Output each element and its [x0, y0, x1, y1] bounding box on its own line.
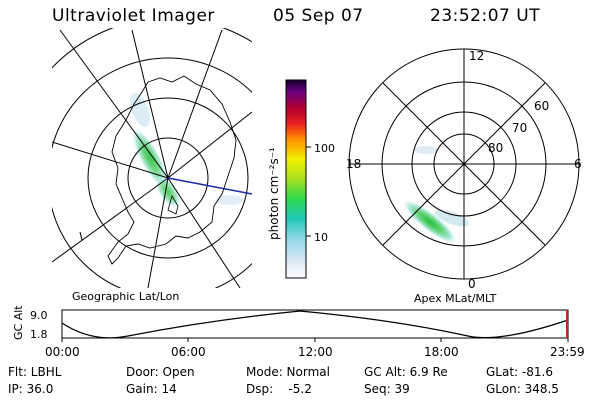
timeline-ytick-bottom: 1.8 [30, 328, 48, 341]
mlt-polar-grid [348, 48, 580, 280]
altitude-timeline [61, 309, 569, 342]
info-gc-alt: GC Alt: 6.9 Re [364, 365, 448, 379]
info-mode: Mode: Normal [246, 365, 330, 379]
info-gain: Gain: 14 [126, 382, 177, 396]
mlat-label-80: 80 [488, 141, 503, 155]
orbit-icon [61, 310, 569, 339]
timeline-xtick-1800: 18:00 [424, 345, 459, 359]
mlt-caption: Apex MLat/MLT [414, 292, 497, 305]
geographic-map [52, 28, 252, 288]
mlt-label-12: 12 [469, 49, 484, 63]
mlat-label-60: 60 [534, 99, 549, 113]
colorbar-tick-100: 100 [314, 142, 335, 155]
timeline-xtick-0000: 00:00 [45, 345, 80, 359]
geo-caption: Geographic Lat/Lon [72, 290, 179, 303]
timeline-ytick-top: 9.0 [30, 309, 48, 322]
time-label: 23:52:07 UT [430, 6, 541, 26]
info-ip: IP: 36.0 [8, 382, 54, 396]
timeline-xtick-1200: 12:00 [298, 345, 333, 359]
info-door: Door: Open [126, 365, 195, 379]
instrument-title: Ultraviolet Imager [52, 6, 215, 26]
colorbar-icon [285, 79, 307, 279]
timeline-ylabel: GC Alt [12, 305, 25, 340]
date-label: 05 Sep 07 [273, 6, 364, 26]
mlt-label-0: 0 [468, 277, 476, 291]
info-filter: Flt: LBHL [8, 365, 62, 379]
colorbar-ticks [306, 146, 311, 237]
info-glon: GLon: 348.5 [486, 382, 559, 396]
timeline-xtick-0600: 06:00 [171, 345, 206, 359]
timeline-xtick-2359: 23:59 [550, 345, 585, 359]
info-seq: Seq: 39 [364, 382, 410, 396]
info-glat: GLat: -81.6 [486, 365, 553, 379]
mlat-label-70: 70 [512, 121, 527, 135]
mlt-label-18: 18 [346, 157, 361, 171]
mlt-label-6: 6 [574, 157, 582, 171]
colorbar-label: photon cm⁻²s⁻¹ [267, 147, 281, 240]
colorbar-tick-10: 10 [314, 231, 328, 244]
info-dsp: Dsp: -5.2 [246, 382, 312, 396]
